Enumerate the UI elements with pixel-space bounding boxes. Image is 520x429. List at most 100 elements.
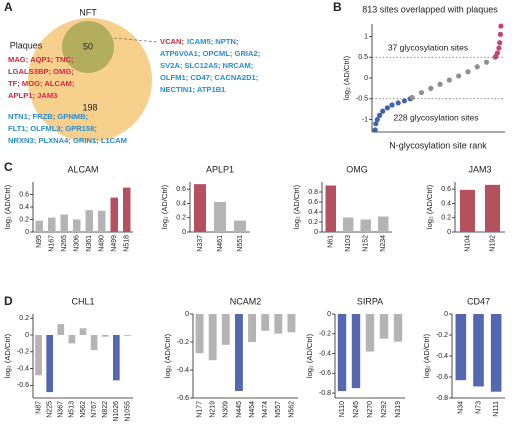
- point: [483, 59, 490, 65]
- point: [418, 89, 425, 96]
- gene: ATP6V0A1; OPCML; GRIA2;: [160, 49, 260, 58]
- gene-list: NRXN3; PLXNA4; GRIN1; L1CAM: [8, 136, 127, 145]
- y-tick-label: 0.2: [19, 216, 29, 223]
- point: [384, 105, 390, 111]
- x-tick-label: N225: [47, 401, 54, 418]
- gene: APLP1; JAM3: [8, 91, 57, 100]
- gene: VCAN;: [160, 37, 184, 46]
- bar: [248, 314, 256, 342]
- x-tick-label: N292: [381, 401, 388, 418]
- gene: TF; MOG; ALCAM;: [8, 79, 74, 88]
- bar: [287, 314, 296, 333]
- bar: [57, 324, 65, 335]
- x-tick-label: N234: [380, 235, 387, 252]
- venn-set: [62, 21, 114, 73]
- y-tick-label: 0: [444, 311, 448, 318]
- x-tick-label: N61: [328, 235, 335, 248]
- bar: [214, 202, 226, 232]
- panel-label: D: [4, 294, 13, 308]
- y-axis-label: log₂ (AD/Ctrl): [342, 55, 351, 100]
- bar: [194, 184, 206, 232]
- bar: [351, 314, 361, 389]
- bar: [455, 314, 467, 381]
- gene: NTN1; FRZB; GPNMB;: [8, 112, 88, 121]
- point: [497, 40, 503, 46]
- x-tick-label: N499: [111, 235, 118, 252]
- x-tick-label: N513: [69, 401, 76, 418]
- x-tick-label: N1026: [113, 401, 120, 422]
- y-tick-label: 0: [25, 332, 29, 339]
- point: [446, 77, 452, 83]
- bar: [35, 220, 43, 232]
- chart-title: JAM3: [468, 164, 491, 174]
- x-tick-label: N152: [363, 235, 370, 252]
- y-axis-label: log₂ (AD/Ctrl): [3, 333, 12, 378]
- chart-title: OMG: [346, 164, 368, 174]
- y-axis-label: log₂ (AD/Ctrl): [292, 184, 301, 229]
- point: [377, 112, 383, 118]
- x-tick-label: N822: [102, 401, 109, 418]
- panel-label: B: [333, 0, 342, 14]
- bar: [365, 314, 375, 352]
- gene-list: SV2A; SLC12A5; NRCAM;: [160, 61, 253, 70]
- bar: [261, 314, 270, 331]
- annotation: 228 glycosylation sites: [393, 112, 478, 122]
- y-tick-label: 0.8: [308, 189, 318, 196]
- x-tick-label: N177: [196, 401, 203, 418]
- bar: [360, 219, 371, 232]
- y-tick-label: 0.6: [441, 186, 451, 193]
- chart-title: SIRPA: [357, 296, 383, 306]
- y-tick-label: 0: [182, 229, 186, 236]
- annotation: 37 glycosylation sites: [388, 42, 468, 52]
- bar: [85, 210, 93, 232]
- bar: [378, 216, 389, 232]
- x-tick-label: N34: [458, 401, 465, 414]
- bar: [110, 197, 118, 232]
- x-tick-label: N103: [345, 235, 352, 252]
- x-tick-label: N219: [210, 401, 217, 418]
- point: [496, 45, 502, 51]
- y-axis-label: log₂ (AD/Ctrl): [425, 184, 434, 229]
- y-tick-label: -0.8: [319, 390, 331, 397]
- bar: [235, 314, 243, 391]
- gene-list: TF; MOG; ALCAM;: [8, 79, 74, 88]
- bar: [90, 335, 98, 351]
- point: [373, 121, 379, 127]
- point: [498, 23, 504, 29]
- y-tick-label: 0: [314, 229, 318, 236]
- y-tick-label: -0.2: [319, 331, 331, 338]
- count: 198: [82, 102, 97, 112]
- point: [437, 81, 443, 87]
- y-tick-label: -0.6: [436, 374, 448, 381]
- bar: [60, 214, 68, 232]
- x-tick-label: N309: [223, 401, 230, 418]
- bar: [101, 335, 109, 337]
- bar: [393, 314, 403, 342]
- x-tick-label: N551: [237, 235, 244, 252]
- chart-title: CHL1: [71, 296, 94, 306]
- point: [494, 50, 500, 56]
- point: [428, 85, 434, 91]
- y-axis-label: log₂ (AD/Ctrl): [163, 333, 172, 378]
- y-tick-label: 0: [327, 311, 331, 318]
- bar: [79, 328, 87, 335]
- y-tick-label: 0.4: [19, 204, 29, 211]
- x-tick-label: N111: [493, 401, 500, 417]
- gene-list: VCAN; ICAM5; NPTN;: [160, 37, 239, 46]
- y-tick-label: -0.4: [17, 365, 29, 372]
- y-tick-label: -1: [362, 116, 368, 123]
- gene-list: FLT1; OLFML3; GPR158;: [8, 124, 97, 133]
- y-tick-label: 1: [364, 33, 368, 40]
- x-tick-label: N454: [249, 401, 256, 418]
- count: 50: [83, 41, 93, 51]
- bar: [221, 314, 230, 345]
- y-tick-label: -0.2: [177, 339, 189, 346]
- gene-list: NECTIN1; ATP1B1: [160, 85, 226, 94]
- x-tick-label: N767: [91, 401, 98, 418]
- y-tick-label: 0.6: [176, 186, 186, 193]
- y-tick-label: -0.8: [436, 395, 448, 402]
- y-tick-label: 0.4: [441, 200, 451, 207]
- venn-set: [28, 18, 152, 142]
- bar: [234, 220, 246, 232]
- y-tick-label: 0.2: [441, 215, 451, 222]
